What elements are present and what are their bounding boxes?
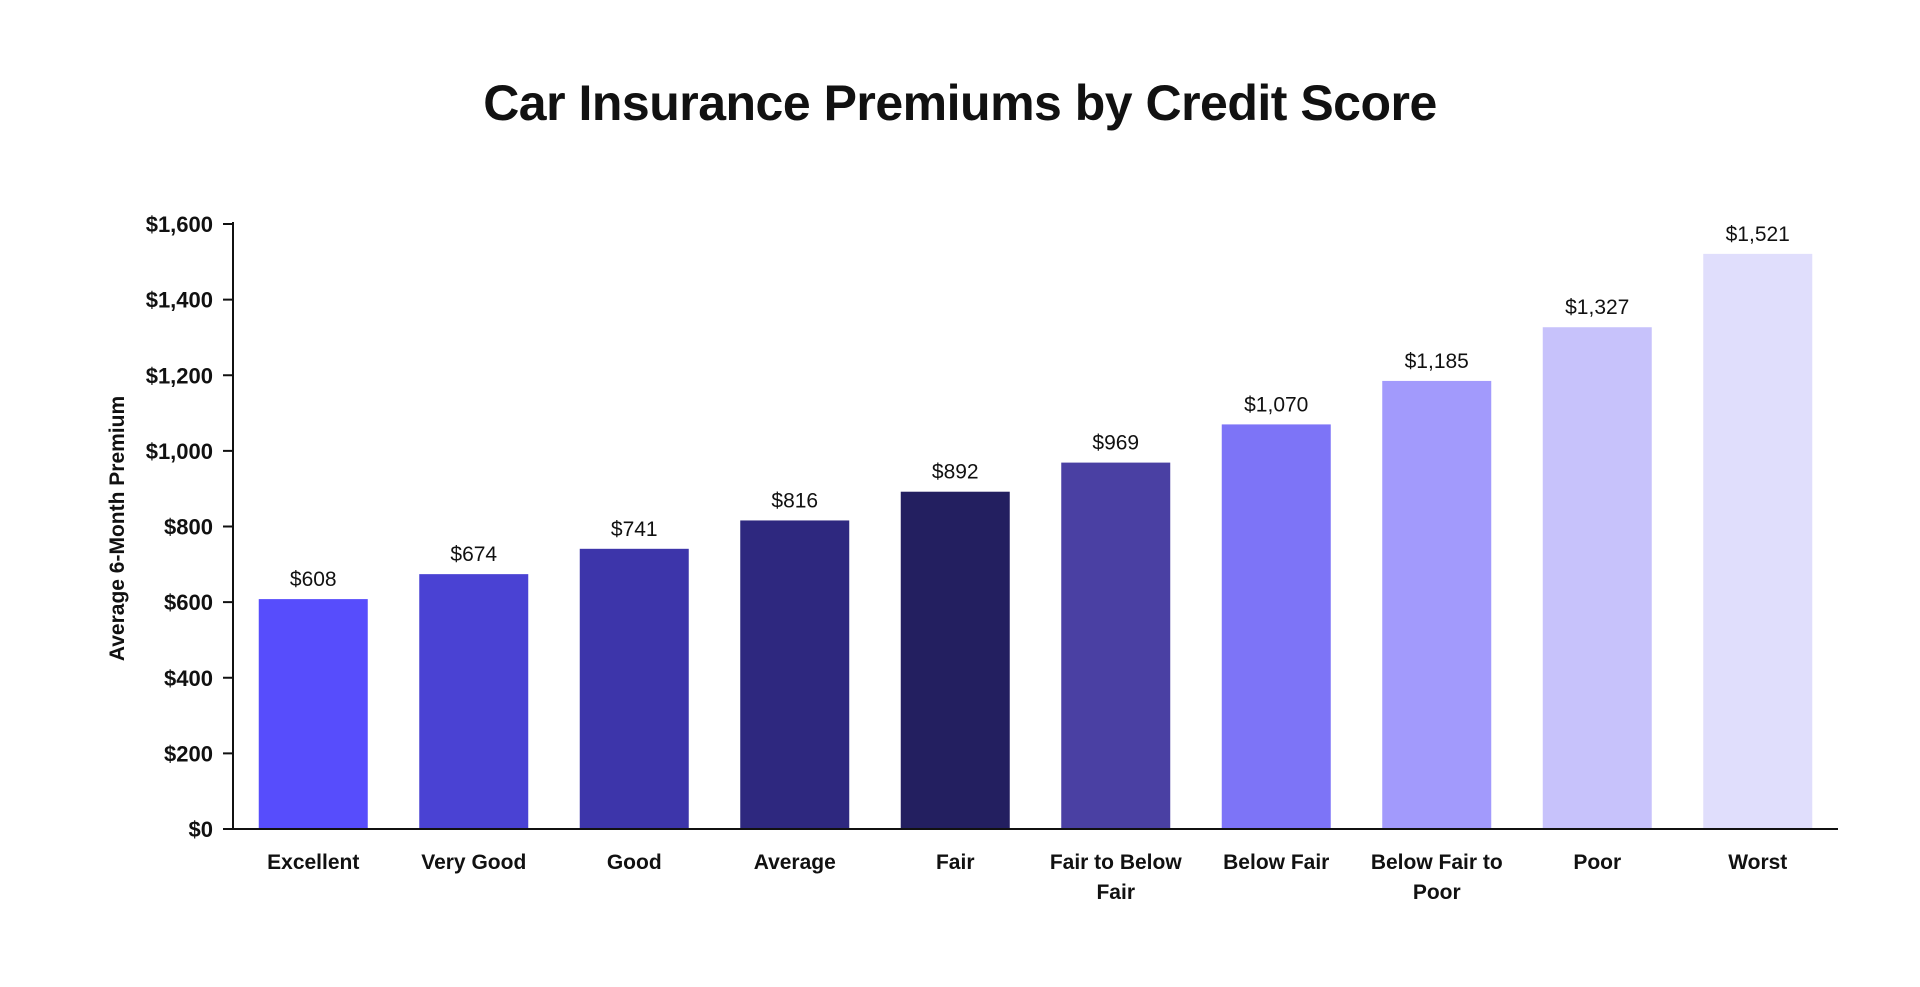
y-tick-label: $1,200 [146,363,213,388]
x-tick-label: Fair [1096,881,1135,904]
bar [1061,462,1171,829]
y-tick-label: $600 [164,590,213,615]
y-tick-label: $0 [189,817,213,842]
bar-value-label: $674 [450,543,497,566]
x-tick-label: Below Fair [1223,851,1329,874]
value-labels-group: $608 $674 $741 $816 $892 $969 $1,070 $1,185 $1,3… [290,223,1790,591]
bar [1221,424,1331,829]
x-tick-label: Poor [1573,851,1621,874]
chart-title: Car Insurance Premiums by Credit Score [483,75,1437,131]
x-tick-label: Excellent [267,851,359,874]
y-tick-label: $200 [164,741,213,766]
y-axis-title: Average 6-Month Premium [106,396,129,661]
bar [900,491,1010,829]
x-tick-label: Worst [1728,851,1787,874]
x-tick-label: Very Good [421,851,526,874]
y-tick-label: $1,000 [146,439,213,464]
x-tick-label: Below Fair to [1371,851,1503,874]
x-tick-label: Average [754,851,836,874]
x-tick-label: Good [607,851,662,874]
bars-group [258,253,1813,829]
x-tick-label: Poor [1413,881,1461,904]
bar-value-label: $1,070 [1244,393,1308,416]
bar [1703,253,1813,829]
y-tick-label: $1,400 [146,288,213,313]
y-tick-label: $400 [164,666,213,691]
bar [1382,380,1492,829]
bar [419,574,529,829]
bar [258,599,368,829]
bar [1542,327,1652,829]
bar [740,520,850,829]
bar-value-label: $741 [611,518,658,541]
x-tick-label: Fair [936,851,975,874]
x-axis-ticks: Excellent Very Good Good Average Fair Fair to… [267,851,1787,904]
bar-value-label: $892 [932,461,979,484]
bar [579,548,689,829]
bar-value-label: $1,327 [1565,296,1629,319]
y-tick-label: $1,600 [146,212,213,237]
y-tick-label: $800 [164,515,213,540]
bar-value-label: $969 [1092,432,1139,455]
x-tick-label: Fair to Below [1050,851,1183,874]
bar-value-label: $608 [290,568,337,591]
bar-value-label: $1,521 [1726,223,1790,246]
bar-value-label: $816 [771,489,818,512]
bar-value-label: $1,185 [1405,350,1469,373]
y-axis-ticks: $0 $200 $400 $600 $800 $1,000 $1,200 $1,400 $1,6… [146,212,233,842]
